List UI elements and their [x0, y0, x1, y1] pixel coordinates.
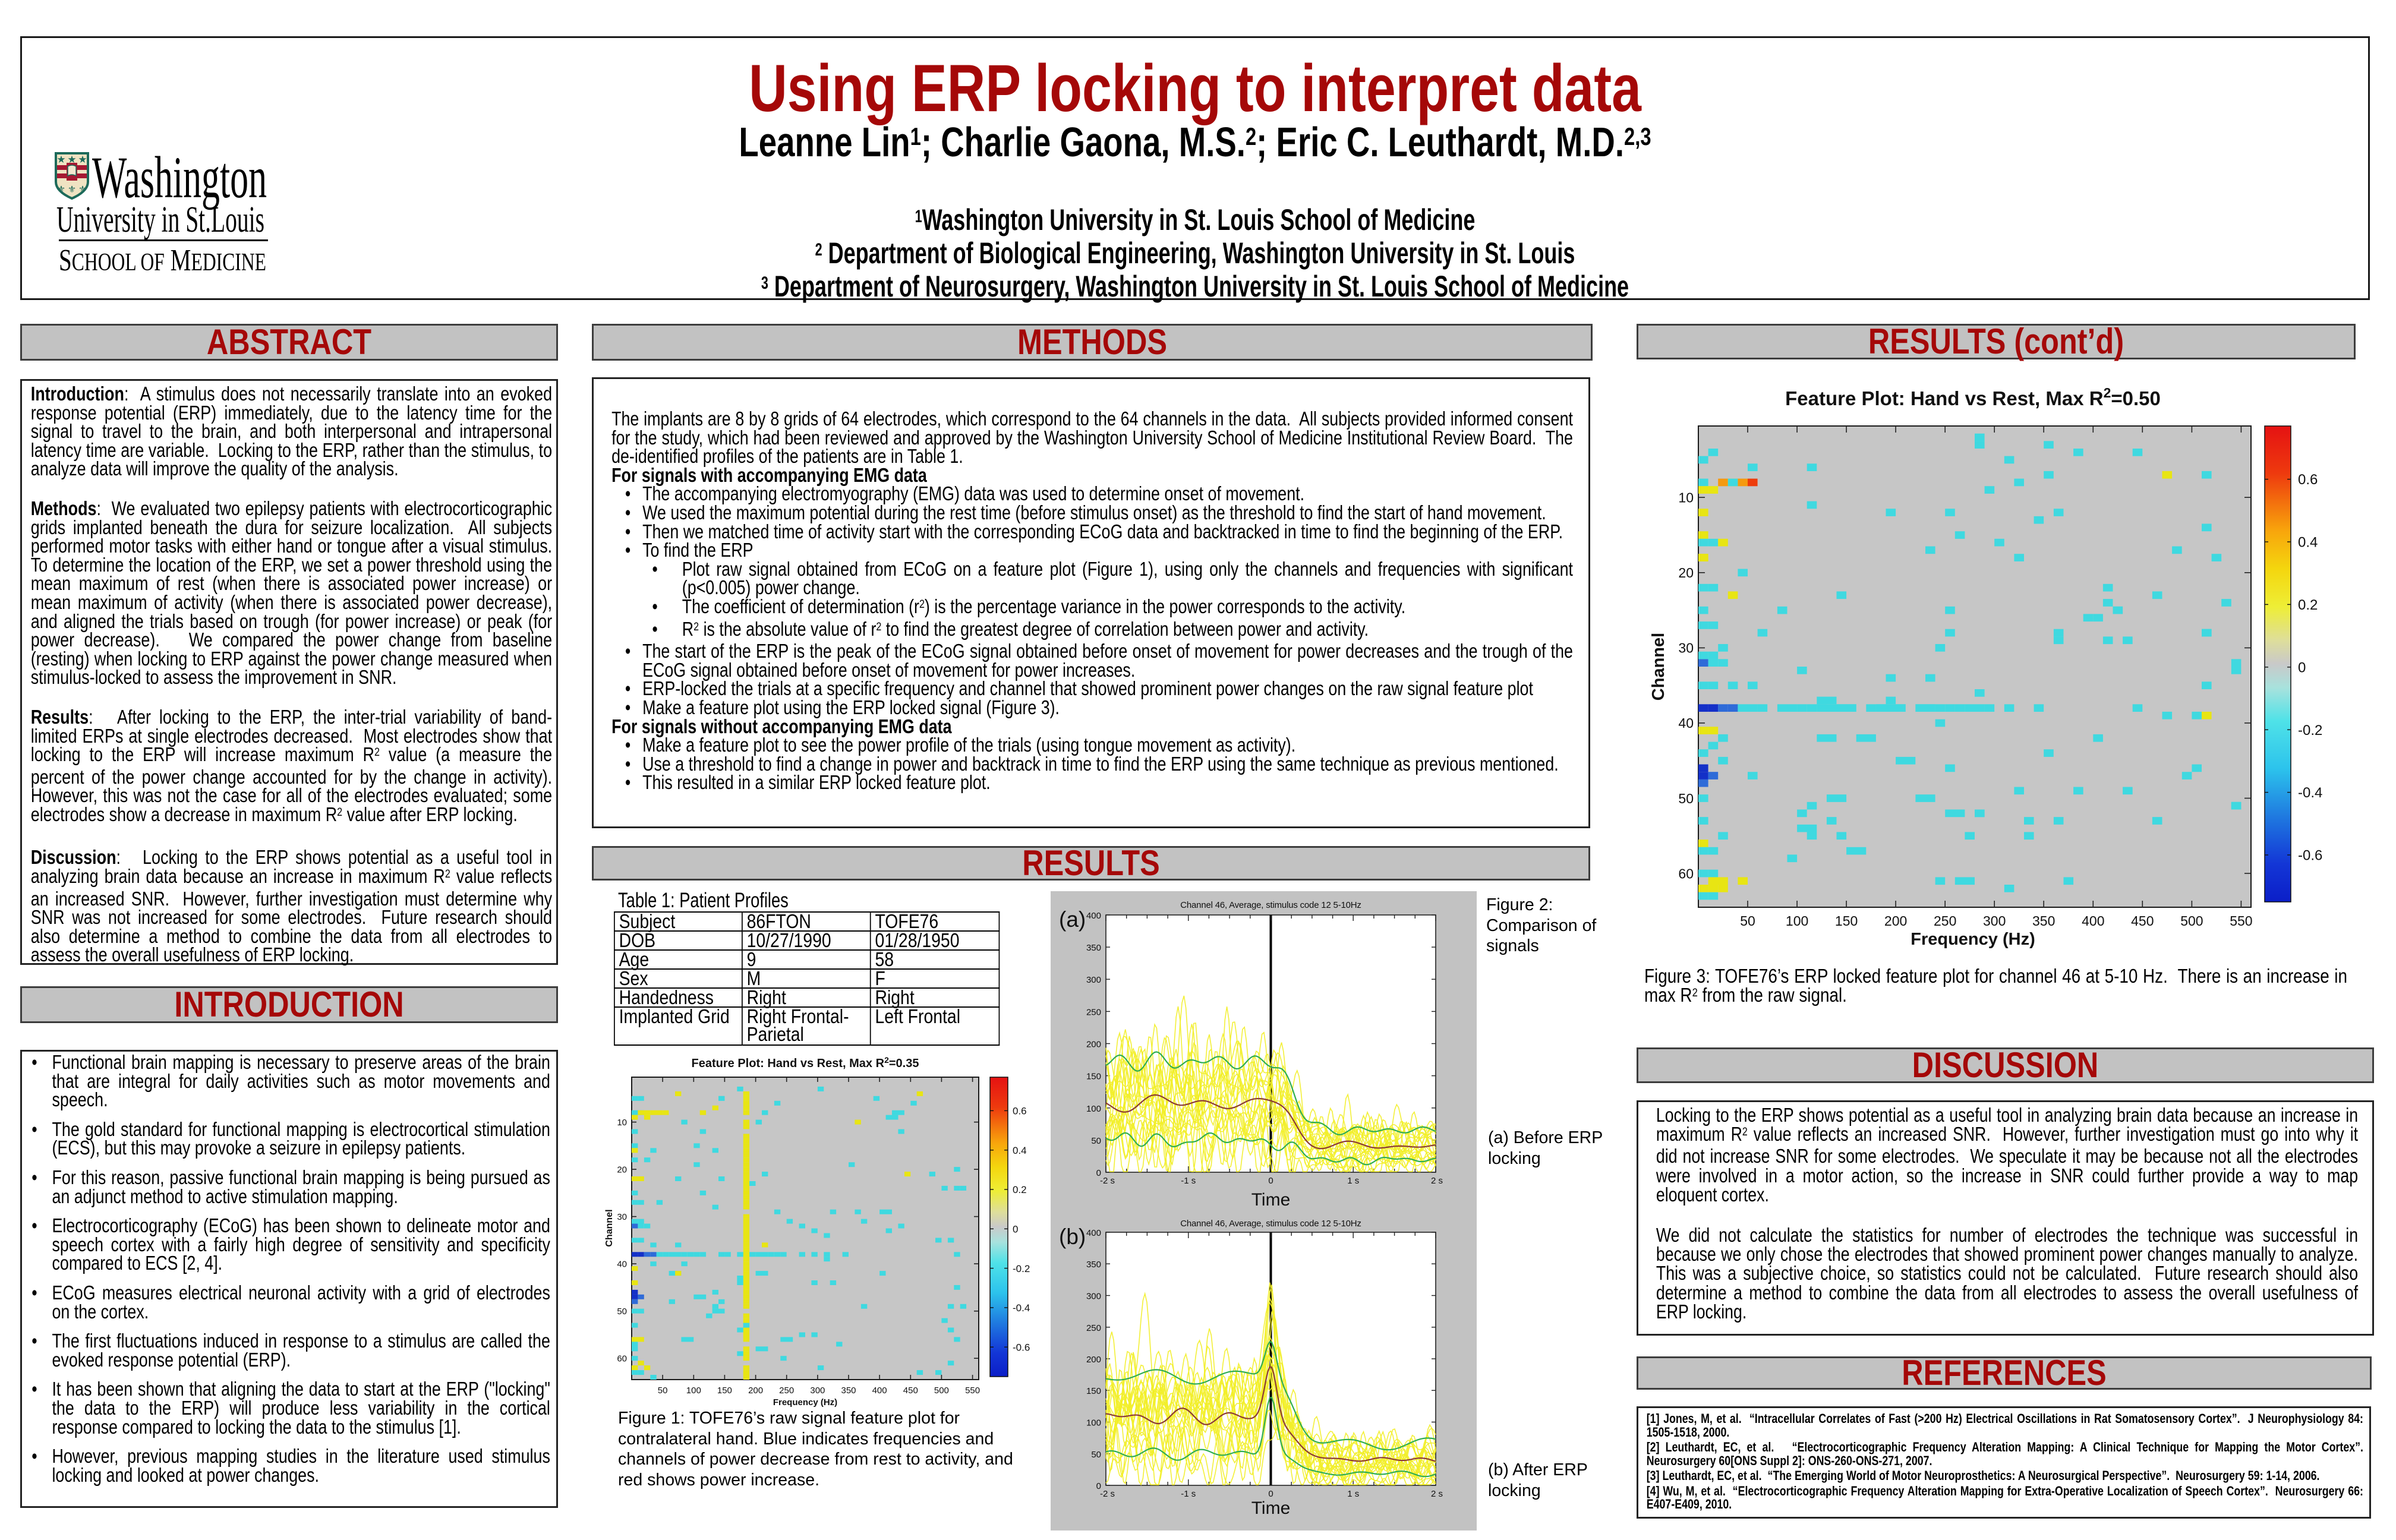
- svg-text:Time: Time: [1251, 1190, 1291, 1210]
- svg-text:Channel: Channel: [1649, 633, 1668, 700]
- svg-text:2 s: 2 s: [1431, 1176, 1443, 1186]
- svg-text:(b): (b): [1059, 1225, 1086, 1249]
- svg-text:30: 30: [1678, 640, 1694, 656]
- svg-text:550: 550: [965, 1386, 980, 1396]
- svg-text:500: 500: [2180, 913, 2203, 929]
- svg-text:450: 450: [2131, 913, 2154, 929]
- svg-text:50: 50: [1091, 1450, 1101, 1460]
- svg-text:0.2: 0.2: [1013, 1184, 1027, 1195]
- svg-text:Feature Plot: Hand vs Rest, M: Feature Plot: Hand vs Rest, Max R2=0.50: [1785, 385, 2161, 409]
- svg-text:University in St.Louis: University in St.Louis: [56, 200, 264, 240]
- svg-text:-2 s: -2 s: [1100, 1489, 1115, 1499]
- svg-text:1 s: 1 s: [1347, 1489, 1359, 1499]
- svg-text:200: 200: [1086, 1040, 1101, 1050]
- svg-text:2 s: 2 s: [1431, 1489, 1443, 1499]
- svg-text:0.2: 0.2: [2298, 597, 2318, 613]
- svg-text:-0.2: -0.2: [2298, 722, 2322, 739]
- svg-text:550: 550: [2230, 913, 2252, 929]
- svg-text:300: 300: [1983, 913, 2006, 929]
- svg-text:Channel 46, Average, stimulus: Channel 46, Average, stimulus code 12 5-…: [1180, 1219, 1361, 1229]
- svg-text:-0.2: -0.2: [1013, 1263, 1030, 1274]
- svg-text:350: 350: [841, 1386, 856, 1396]
- svg-text:150: 150: [1086, 1386, 1101, 1396]
- svg-text:30: 30: [617, 1212, 627, 1222]
- svg-text:10: 10: [617, 1118, 627, 1128]
- svg-text:0: 0: [1013, 1223, 1018, 1235]
- svg-text:Feature Plot: Hand vs Rest, M: Feature Plot: Hand vs Rest, Max R2=0.35: [692, 1055, 919, 1070]
- svg-text:100: 100: [686, 1386, 701, 1396]
- svg-text:150: 150: [717, 1386, 732, 1396]
- svg-text:0: 0: [2298, 659, 2306, 676]
- svg-text:0: 0: [1096, 1168, 1101, 1178]
- svg-text:50: 50: [1678, 791, 1694, 806]
- svg-text:10: 10: [1678, 490, 1694, 506]
- svg-text:-2 s: -2 s: [1100, 1176, 1115, 1186]
- svg-text:0: 0: [1268, 1489, 1273, 1499]
- svg-text:40: 40: [1678, 715, 1694, 731]
- svg-text:-1 s: -1 s: [1181, 1176, 1196, 1186]
- svg-text:Channel 46, Average, stimulus: Channel 46, Average, stimulus code 12 5-…: [1180, 900, 1361, 910]
- svg-text:Channel: Channel: [604, 1209, 614, 1246]
- svg-text:400: 400: [1086, 1228, 1101, 1238]
- svg-text:100: 100: [1086, 1104, 1101, 1114]
- svg-text:-1 s: -1 s: [1181, 1489, 1196, 1499]
- svg-text:300: 300: [810, 1386, 825, 1396]
- svg-text:500: 500: [934, 1386, 949, 1396]
- svg-text:200: 200: [1884, 913, 1907, 929]
- svg-text:★: ★: [78, 154, 87, 165]
- svg-text:300: 300: [1086, 1292, 1101, 1302]
- svg-text:0.6: 0.6: [2298, 472, 2318, 488]
- svg-text:400: 400: [1086, 911, 1101, 921]
- svg-text:60: 60: [617, 1354, 627, 1364]
- svg-text:50: 50: [1740, 913, 1755, 929]
- svg-text:250: 250: [1086, 1323, 1101, 1333]
- svg-text:SCHOOL OF MEDICINE: SCHOOL OF MEDICINE: [59, 244, 266, 277]
- svg-text:250: 250: [1086, 1007, 1101, 1017]
- svg-text:150: 150: [1086, 1072, 1101, 1082]
- svg-text:50: 50: [658, 1386, 668, 1396]
- svg-text:350: 350: [1086, 1260, 1101, 1270]
- svg-text:1 s: 1 s: [1347, 1176, 1359, 1186]
- svg-text:0.4: 0.4: [1013, 1145, 1027, 1156]
- svg-text:(a): (a): [1059, 907, 1086, 932]
- svg-text:150: 150: [1835, 913, 1858, 929]
- svg-text:Washington: Washington: [92, 147, 267, 210]
- svg-text:50: 50: [617, 1307, 627, 1317]
- svg-text:20: 20: [617, 1165, 627, 1175]
- svg-text:0.6: 0.6: [1013, 1106, 1027, 1117]
- svg-text:400: 400: [2082, 913, 2104, 929]
- svg-text:0: 0: [1096, 1481, 1101, 1491]
- svg-text:50: 50: [1091, 1136, 1101, 1146]
- svg-text:★: ★: [67, 154, 76, 165]
- svg-text:100: 100: [1786, 913, 1808, 929]
- svg-text:0.4: 0.4: [2298, 535, 2318, 551]
- svg-text:-0.4: -0.4: [1013, 1302, 1030, 1314]
- svg-text:20: 20: [1678, 565, 1694, 580]
- svg-text:350: 350: [1086, 943, 1101, 953]
- svg-text:200: 200: [1086, 1355, 1101, 1365]
- svg-text:⚜: ⚜: [68, 185, 76, 195]
- svg-text:Frequency (Hz): Frequency (Hz): [773, 1397, 837, 1408]
- svg-text:⚜: ⚜: [78, 185, 87, 195]
- svg-text:250: 250: [779, 1386, 794, 1396]
- svg-text:300: 300: [1086, 975, 1101, 985]
- svg-text:40: 40: [617, 1260, 627, 1270]
- svg-text:-0.4: -0.4: [2298, 785, 2322, 801]
- svg-text:400: 400: [872, 1386, 887, 1396]
- svg-text:★: ★: [56, 154, 65, 165]
- svg-text:60: 60: [1678, 866, 1694, 881]
- svg-text:Frequency (Hz): Frequency (Hz): [1911, 930, 2035, 949]
- svg-text:-0.6: -0.6: [1013, 1342, 1030, 1353]
- svg-text:450: 450: [903, 1386, 918, 1396]
- svg-text:-0.6: -0.6: [2298, 848, 2322, 864]
- svg-text:250: 250: [1934, 913, 1956, 929]
- svg-text:100: 100: [1086, 1418, 1101, 1428]
- svg-text:0: 0: [1268, 1176, 1273, 1186]
- svg-text:200: 200: [748, 1386, 763, 1396]
- svg-text:⚜: ⚜: [57, 185, 65, 195]
- svg-text:350: 350: [2032, 913, 2055, 929]
- svg-text:Time: Time: [1251, 1498, 1291, 1518]
